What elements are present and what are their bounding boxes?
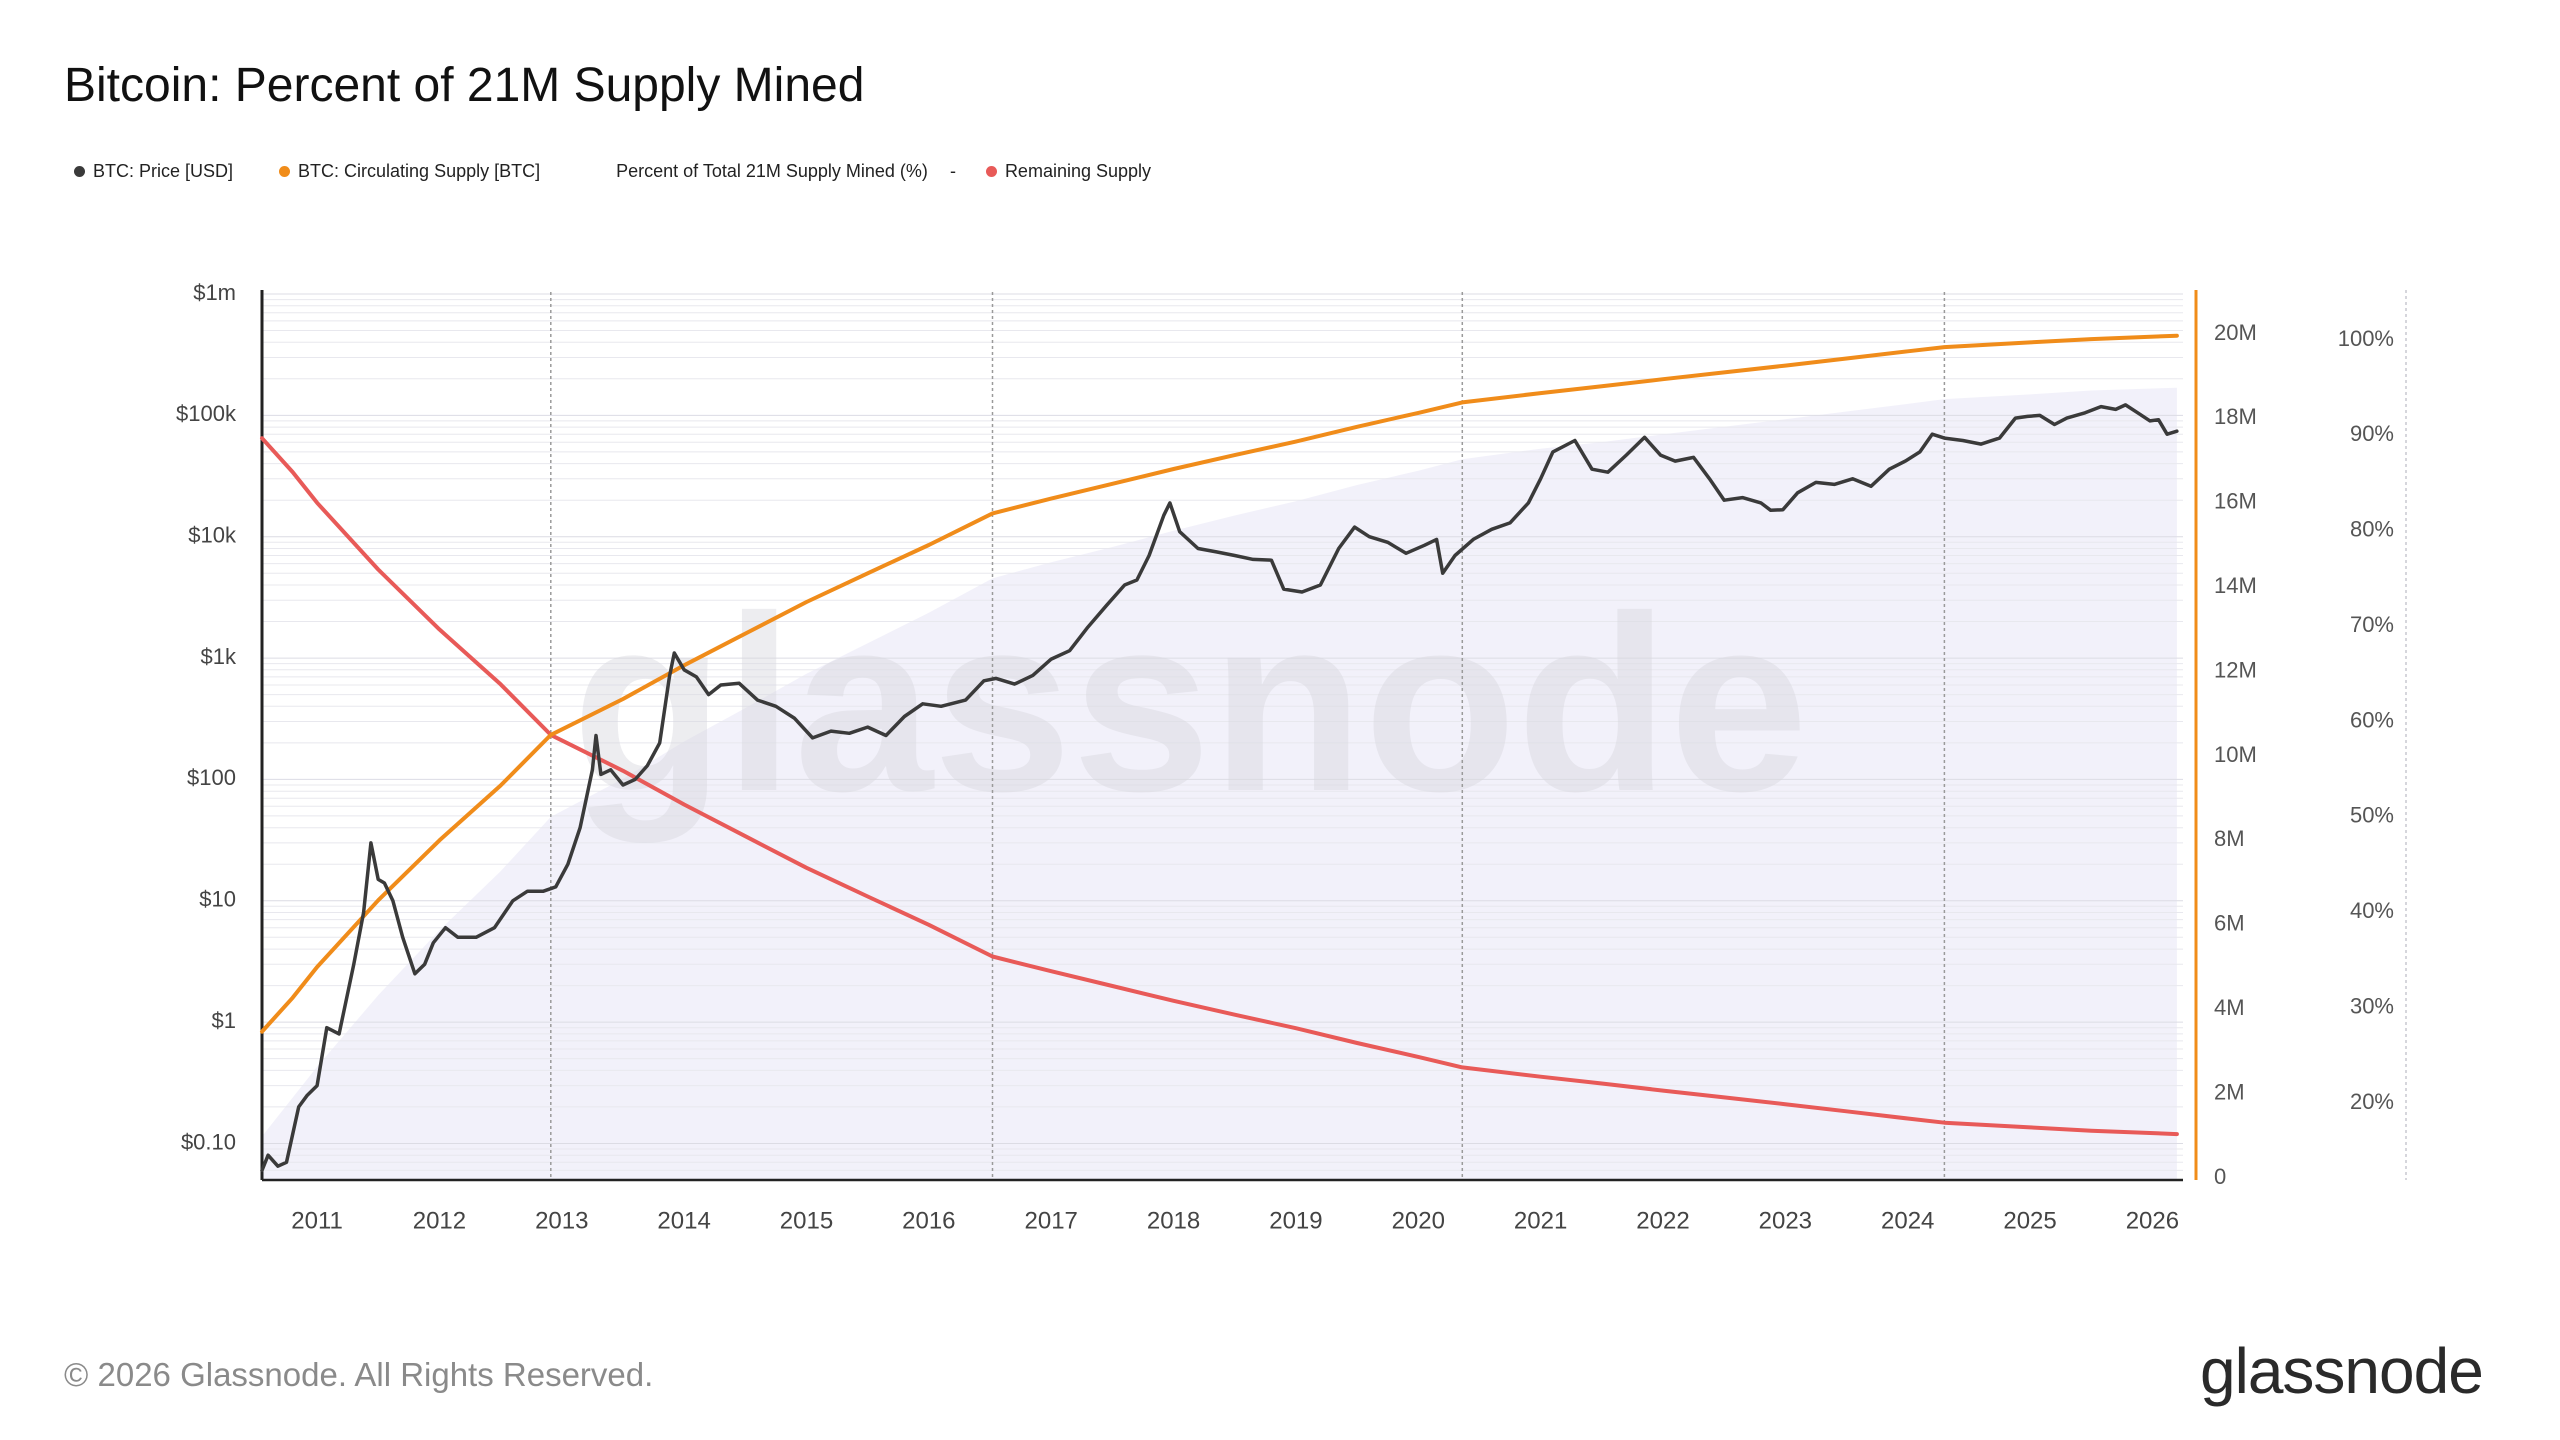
x-tick-label: 2011 <box>291 1207 343 1234</box>
right-tick-label: 6M <box>2214 911 2245 936</box>
right-tick-label: 8M <box>2214 826 2245 851</box>
x-tick-label: 2018 <box>1147 1207 1200 1234</box>
x-tick-label: 2017 <box>1025 1207 1078 1234</box>
x-tick-label: 2014 <box>657 1207 710 1234</box>
x-tick-label: 2022 <box>1636 1207 1689 1234</box>
legend-item-supply[interactable]: BTC: Circulating Supply [BTC] <box>279 161 540 182</box>
percent-tick-label: 80% <box>2350 517 2394 542</box>
x-tick-label: 2024 <box>1881 1207 1934 1234</box>
percent-tick-label: 100% <box>2338 326 2394 351</box>
chart-title: Bitcoin: Percent of 21M Supply Mined <box>64 59 865 112</box>
percent-tick-label: 70% <box>2350 612 2394 637</box>
percent-tick-label: 20% <box>2350 1089 2394 1114</box>
left-tick-label: $10 <box>199 887 236 912</box>
right-tick-label: 0 <box>2214 1164 2226 1189</box>
legend-item-percent[interactable]: Percent of Total 21M Supply Mined (%) <box>616 161 928 182</box>
percent-tick-label: 90% <box>2350 421 2394 446</box>
legend-item-price[interactable]: BTC: Price [USD] <box>74 161 233 182</box>
circulating-supply-line <box>260 333 2179 1034</box>
percent-mined-area <box>262 387 2177 1180</box>
percent-tick-label: 60% <box>2350 707 2394 732</box>
left-tick-label: $1k <box>201 644 237 669</box>
right-tick-label: 10M <box>2214 742 2257 767</box>
right-tick-label: 12M <box>2214 657 2257 682</box>
legend-item-remaining[interactable]: Remaining Supply <box>985 160 1152 182</box>
left-tick-label: $1m <box>193 280 236 305</box>
copyright-text: © 2026 Glassnode. All Rights Reserved. <box>64 1356 654 1393</box>
left-tick-label: $100 <box>187 765 236 790</box>
left-tick-label: $0.10 <box>181 1129 236 1154</box>
legend-label-remaining: Remaining Supply <box>1004 160 1152 181</box>
x-tick-label: 2026 <box>2126 1207 2179 1234</box>
legend-dash: - <box>949 160 956 181</box>
watermark-layer: glassnode <box>572 564 1808 843</box>
legend: BTC: Price [USD] BTC: Circulating Supply… <box>74 158 1197 184</box>
x-tick-label: 2013 <box>535 1207 588 1234</box>
x-tick-label: 2020 <box>1392 1207 1445 1234</box>
x-tick-label: 2016 <box>902 1207 955 1234</box>
remaining-supply-line <box>260 436 2179 1137</box>
right-tick-label: 2M <box>2214 1079 2245 1104</box>
x-tick-label: 2023 <box>1759 1207 1812 1234</box>
right-tick-label: 18M <box>2214 404 2257 429</box>
right-tick-label: 4M <box>2214 995 2245 1020</box>
x-tick-label: 2012 <box>413 1207 466 1234</box>
left-tick-label: $1 <box>212 1008 236 1033</box>
percent-tick-label: 30% <box>2350 993 2394 1018</box>
legend-label-price: BTC: Price [USD] <box>93 160 234 181</box>
left-tick-label: $10k <box>188 523 237 548</box>
left-tick-label: $100k <box>176 401 237 426</box>
x-tick-label: 2025 <box>2003 1207 2056 1234</box>
legend-label-supply: BTC: Circulating Supply [BTC] <box>298 160 541 181</box>
percent-area-layer <box>262 387 2177 1180</box>
percent-tick-label: 40% <box>2350 898 2394 923</box>
right-tick-label: 20M <box>2214 320 2257 345</box>
x-tick-label: 2015 <box>780 1207 833 1234</box>
price-line <box>260 403 2179 1173</box>
brand-logo: glassnode <box>2200 1335 2484 1407</box>
legend-label-percent: Percent of Total 21M Supply Mined (%) <box>616 160 928 181</box>
right-tick-label: 16M <box>2214 489 2257 514</box>
series-layer <box>260 333 2179 1173</box>
tick-labels-layer: $0.10 $1 $10 $100 $1k $10k $100k $1m 0 2M 4M 6M 8M 10… <box>176 280 2394 1235</box>
right-tick-label: 14M <box>2214 573 2257 598</box>
legend-dot-remaining <box>985 165 997 177</box>
watermark: glassnode <box>572 564 1808 843</box>
legend-dot-price <box>74 165 85 177</box>
percent-tick-label: 50% <box>2350 803 2394 828</box>
legend-dot-supply <box>279 165 291 177</box>
x-tick-label: 2021 <box>1514 1207 1567 1234</box>
x-tick-label: 2019 <box>1269 1207 1322 1234</box>
